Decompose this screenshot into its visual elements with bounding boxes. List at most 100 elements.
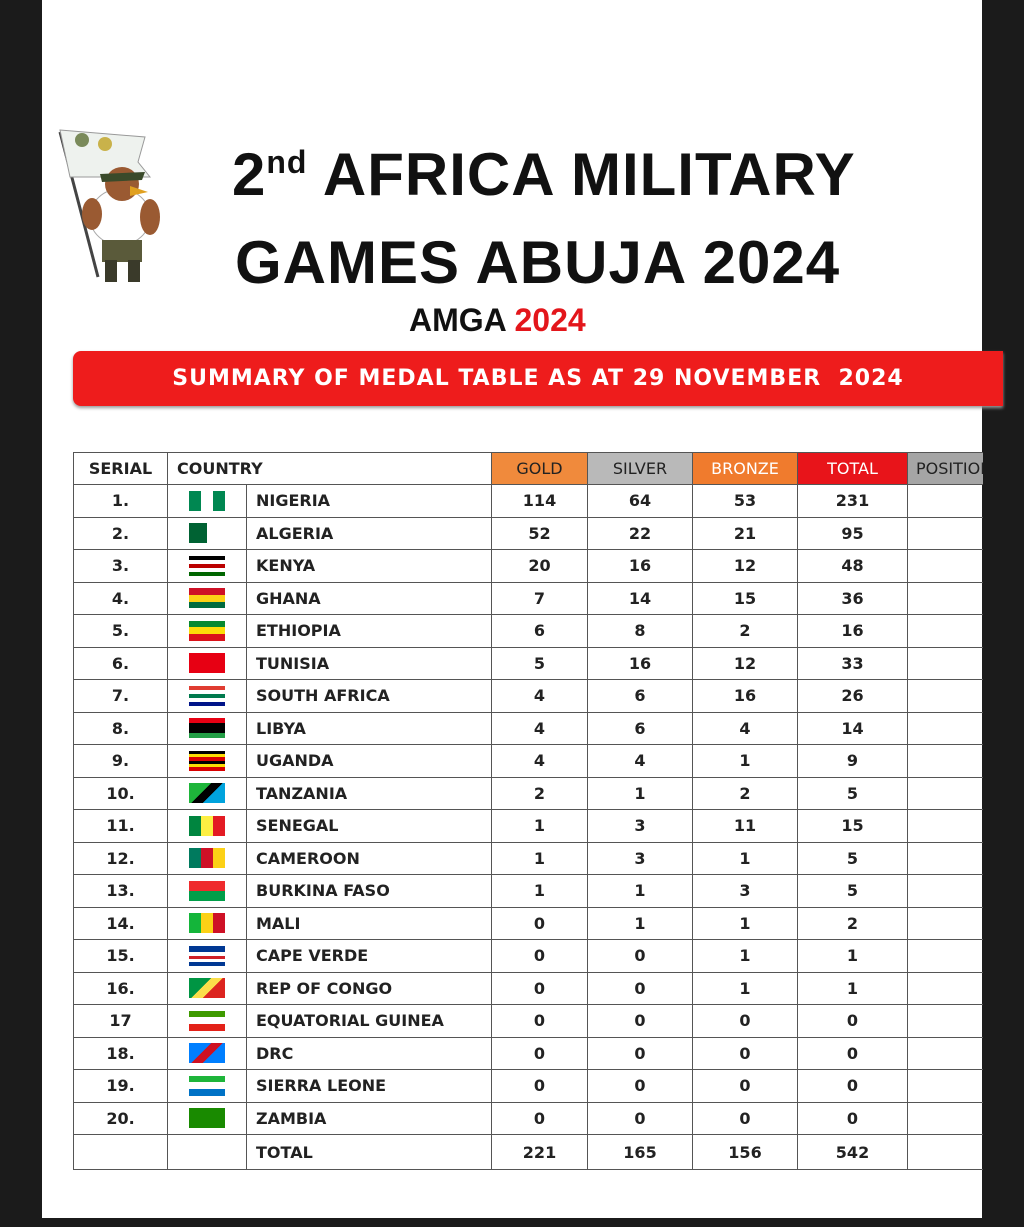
position-cell [908,745,983,778]
flag-icon [189,588,225,609]
medal-count-cell: 0 [798,1037,908,1070]
medal-count-cell: 26 [798,680,908,713]
flag-icon [189,750,225,771]
flag-icon [189,1010,225,1031]
medal-count-cell: 5 [798,777,908,810]
serial-cell: 8. [74,712,168,745]
total-blank [168,1135,247,1170]
medal-count-cell: 0 [798,1102,908,1135]
serial-cell: 15. [74,940,168,973]
medal-count-cell: 0 [588,1037,693,1070]
medal-count-cell: 1 [798,940,908,973]
header-cell: SERIAL [74,453,168,485]
medal-count-cell: 0 [492,972,588,1005]
medal-count-cell: 0 [693,1070,798,1103]
title-text: AFRICA MILITARY [322,141,856,208]
flag-icon [189,653,225,674]
medal-count-cell: 16 [588,550,693,583]
flag-cell [168,1005,247,1038]
position-cell [908,485,983,518]
flag-cell [168,745,247,778]
flag-cell [168,615,247,648]
medal-count-cell: 1 [492,810,588,843]
medal-count-cell: 1 [693,842,798,875]
total-count-cell: 221 [492,1135,588,1170]
position-cell [908,875,983,908]
medal-count-cell: 0 [588,972,693,1005]
country-cell: TANZANIA [247,777,492,810]
medal-count-cell: 6 [492,615,588,648]
serial-cell: 6. [74,647,168,680]
flag-cell [168,1037,247,1070]
medal-count-cell: 4 [492,680,588,713]
medal-count-cell: 36 [798,582,908,615]
medal-count-cell: 5 [798,875,908,908]
flag-icon [189,880,225,901]
serial-cell: 9. [74,745,168,778]
medal-count-cell: 0 [693,1005,798,1038]
position-cell [908,713,983,745]
medal-count-cell: 5 [798,842,908,875]
position-cell [908,550,983,583]
flag-icon [189,555,225,576]
serial-cell: 16. [74,972,168,1005]
position-cell [908,518,983,550]
flag-icon [189,620,225,641]
medal-count-cell: 1 [492,842,588,875]
medal-count-cell: 4 [492,745,588,778]
country-cell: SOUTH AFRICA [247,680,492,713]
serial-cell: 7. [74,680,168,713]
header-cell: COUNTRY [168,453,492,485]
header-cell: GOLD [492,453,588,485]
country-cell: ALGERIA [247,517,492,550]
medal-count-cell: 8 [588,615,693,648]
flag-cell [168,972,247,1005]
country-cell: ZAMBIA [247,1102,492,1135]
subtitle-year: 2024 [514,302,586,338]
medal-count-cell: 1 [492,875,588,908]
serial-cell: 3. [74,550,168,583]
flag-cell [168,680,247,713]
country-cell: KENYA [247,550,492,583]
serial-cell: 12. [74,842,168,875]
medal-count-cell: 1 [693,745,798,778]
medal-count-cell: 53 [693,485,798,518]
medal-count-cell: 22 [588,517,693,550]
header-cell: TOTAL [798,453,908,485]
flag-cell [168,842,247,875]
medal-count-cell: 2 [693,615,798,648]
country-cell: SIERRA LEONE [247,1070,492,1103]
country-cell: SENEGAL [247,810,492,843]
flag-cell [168,940,247,973]
medal-count-cell: 1 [588,875,693,908]
flag-cell [168,647,247,680]
medal-count-cell: 0 [492,940,588,973]
medal-count-cell: 14 [798,712,908,745]
medal-count-cell: 0 [588,1005,693,1038]
country-cell: LIBYA [247,712,492,745]
header-cell: POSITION [908,453,983,485]
position-cell [908,1038,983,1070]
medal-count-cell: 15 [693,582,798,615]
serial-cell: 1. [74,485,168,518]
position-cell [908,973,983,1005]
position-cell [908,940,983,973]
flag-cell [168,517,247,550]
total-count-cell: 156 [693,1135,798,1170]
country-cell: ETHIOPIA [247,615,492,648]
medal-count-cell: 1 [588,777,693,810]
medal-count-cell: 1 [798,972,908,1005]
serial-cell: 14. [74,907,168,940]
medal-count-cell: 2 [492,777,588,810]
title-superscript: nd [266,144,308,180]
medal-count-cell: 12 [693,550,798,583]
medal-count-cell: 0 [588,940,693,973]
mascot [58,129,160,282]
medal-count-cell: 64 [588,485,693,518]
medal-count-cell: 3 [588,842,693,875]
flag-icon [189,1108,225,1129]
total-label: TOTAL [247,1135,492,1170]
title-line-1: 2nd AFRICA MILITARY [232,140,856,209]
serial-cell: 18. [74,1037,168,1070]
